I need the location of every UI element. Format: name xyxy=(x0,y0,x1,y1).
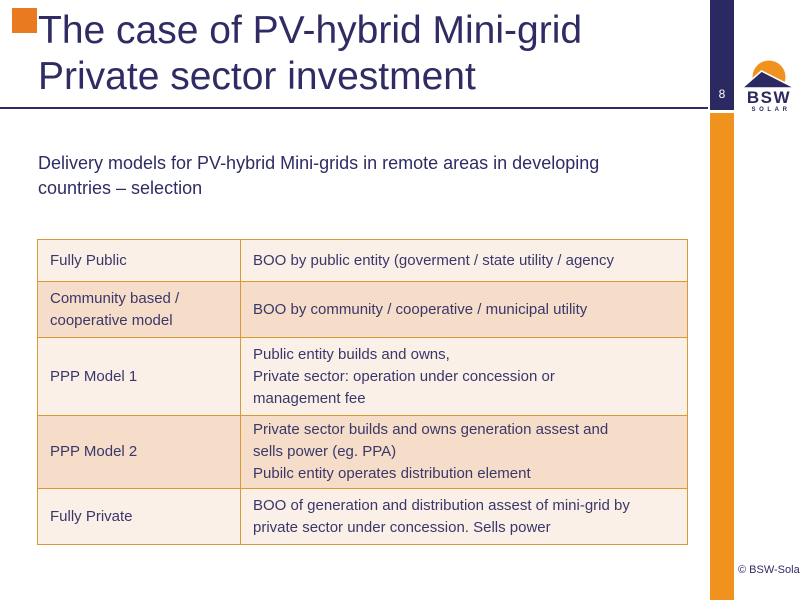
sidebar-navy-bar: 8 xyxy=(710,0,734,110)
title-divider-line xyxy=(0,107,708,109)
copyright-footer: © BSW-Solar xyxy=(738,564,800,576)
table-row: Fully Private BOO of generation and dist… xyxy=(37,488,688,545)
title-line-2: Private sector investment xyxy=(38,55,476,98)
slide-title: The case of PV-hybrid Mini-grid Private s… xyxy=(38,8,710,100)
sidebar-orange-bar xyxy=(710,113,734,600)
model-cell: Fully Public xyxy=(37,239,241,282)
description-cell: Private sector builds and owns generatio… xyxy=(240,415,688,489)
model-cell: Community based / cooperative model xyxy=(37,281,241,338)
description-cell: Public entity builds and owns, Private s… xyxy=(240,337,688,416)
logo-brand-text: BSW xyxy=(747,88,791,107)
slide-subtitle: Delivery models for PV-hybrid Mini-grids… xyxy=(38,151,698,201)
sun-roof-icon: BSW SOLAR xyxy=(740,60,798,113)
table-row: Community based / cooperative model BOO … xyxy=(37,281,688,338)
subtitle-line-1: Delivery models for PV-hybrid Mini-grids… xyxy=(38,153,600,173)
model-cell: Fully Private xyxy=(37,488,241,545)
bsw-solar-logo: BSW SOLAR xyxy=(740,59,798,113)
delivery-models-table: Fully Public BOO by public entity (gover… xyxy=(37,239,688,545)
table-row: PPP Model 1 Public entity builds and own… xyxy=(37,337,688,416)
subtitle-line-2: countries – selection xyxy=(38,178,203,198)
table-row: Fully Public BOO by public entity (gover… xyxy=(37,239,688,282)
logo-sub-text: SOLAR xyxy=(752,107,791,113)
description-cell: BOO of generation and distribution asses… xyxy=(240,488,688,545)
description-cell: BOO by community / cooperative / municip… xyxy=(240,281,688,338)
description-cell: BOO by public entity (goverment / state … xyxy=(240,239,688,282)
table-row: PPP Model 2 Private sector builds and ow… xyxy=(37,415,688,489)
page-number: 8 xyxy=(718,87,726,101)
title-line-1: The case of PV-hybrid Mini-grid xyxy=(38,9,583,52)
model-cell: PPP Model 1 xyxy=(37,337,241,416)
model-cell: PPP Model 2 xyxy=(37,415,241,489)
title-accent-square xyxy=(12,8,37,33)
